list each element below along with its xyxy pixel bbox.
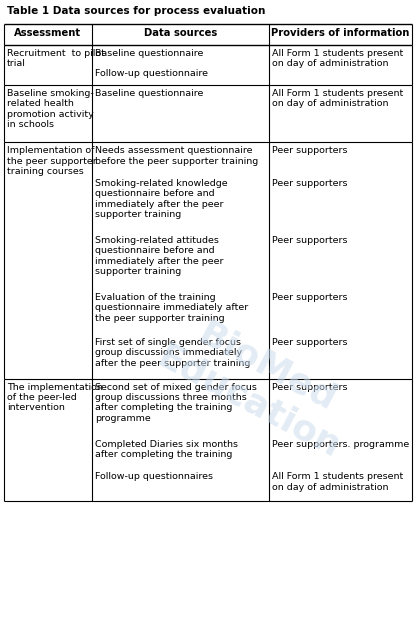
Text: Needs assessment questionnaire
before the peer supporter training: Needs assessment questionnaire before th… (95, 146, 258, 166)
Text: Follow-up questionnaire: Follow-up questionnaire (95, 69, 208, 78)
Text: Peer supporters: Peer supporters (272, 179, 348, 188)
Text: Baseline questionnaire: Baseline questionnaire (95, 48, 203, 58)
Text: Assessment: Assessment (14, 27, 82, 37)
Text: Second set of mixed gender focus
group discussions three months
after completing: Second set of mixed gender focus group d… (95, 383, 257, 423)
Text: Implementation of
the peer supporter
training courses: Implementation of the peer supporter tra… (7, 146, 97, 176)
Text: Table 1 Data sources for process evaluation: Table 1 Data sources for process evaluat… (7, 6, 265, 16)
Text: Recruitment  to pilot
trial: Recruitment to pilot trial (7, 48, 105, 68)
Text: Baseline smoking-
related health
promotion activity
in schools: Baseline smoking- related health promoti… (7, 89, 94, 129)
Text: Peer supporters: Peer supporters (272, 236, 348, 245)
Text: All Form 1 students present
on day of administration: All Form 1 students present on day of ad… (272, 89, 404, 109)
Text: All Form 1 students present
on day of administration: All Form 1 students present on day of ad… (272, 473, 404, 492)
Text: Peer supporters: Peer supporters (272, 146, 348, 155)
Text: Completed Diaries six months
after completing the training: Completed Diaries six months after compl… (95, 440, 238, 459)
Text: Data sources: Data sources (144, 27, 217, 37)
Text: Peer supporters: Peer supporters (272, 293, 348, 302)
Text: Providers of information: Providers of information (271, 27, 410, 37)
Text: Baseline questionnaire: Baseline questionnaire (95, 89, 203, 98)
Text: Peer supporters: Peer supporters (272, 338, 348, 347)
Text: BioMed
Education: BioMed Education (151, 305, 364, 465)
Text: Smoking-related knowledge
questionnaire before and
immediately after the peer
su: Smoking-related knowledge questionnaire … (95, 179, 228, 219)
Text: The implementation
of the peer-led
intervention: The implementation of the peer-led inter… (7, 383, 103, 412)
Text: Peer supporters. programme: Peer supporters. programme (272, 440, 409, 449)
Text: First set of single gender focus
group discussions immediately
after the peer su: First set of single gender focus group d… (95, 338, 250, 368)
Text: Smoking-related attitudes
questionnaire before and
immediately after the peer
su: Smoking-related attitudes questionnaire … (95, 236, 223, 276)
Text: Peer supporters: Peer supporters (272, 383, 348, 392)
Text: Follow-up questionnaires: Follow-up questionnaires (95, 473, 213, 481)
Text: Evaluation of the training
questionnaire immediately after
the peer supporter tr: Evaluation of the training questionnaire… (95, 293, 248, 323)
Text: All Form 1 students present
on day of administration: All Form 1 students present on day of ad… (272, 48, 404, 68)
